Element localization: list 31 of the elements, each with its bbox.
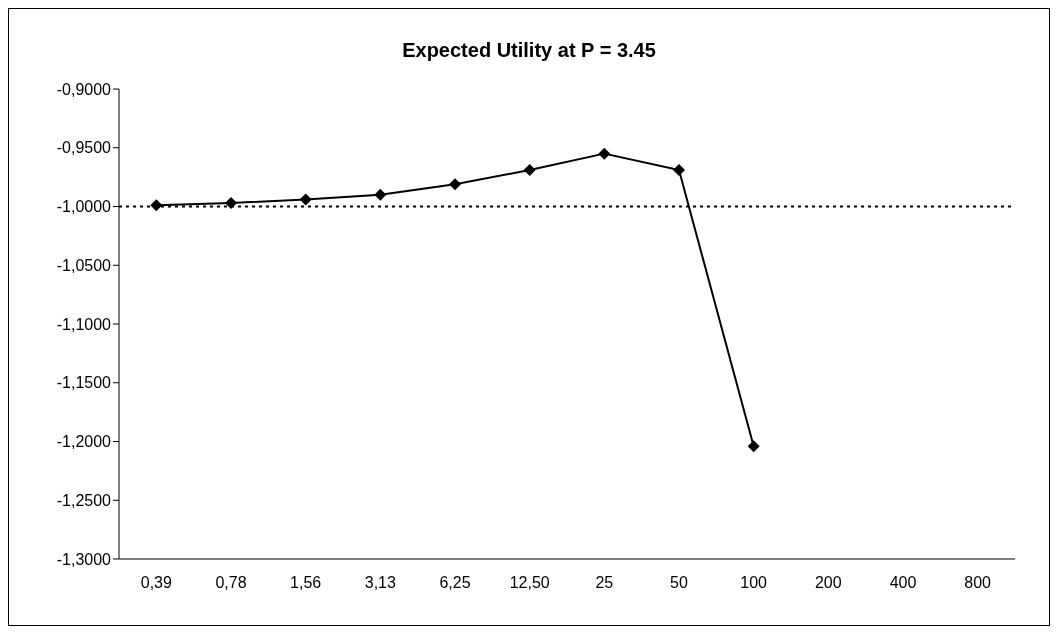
y-tick-label: -0,9000 bbox=[56, 80, 112, 98]
point bbox=[598, 147, 611, 160]
point bbox=[523, 164, 536, 177]
chart-title: Expected Utility at P = 3.45 bbox=[401, 38, 657, 63]
x-tick-label: 0,39 bbox=[140, 574, 173, 592]
x-tick-label: 100 bbox=[740, 574, 768, 592]
y-tick-label: -1,3000 bbox=[56, 550, 112, 568]
y-tick-label: -1,2500 bbox=[56, 491, 112, 509]
x-tick-label: 3,13 bbox=[364, 574, 397, 592]
point bbox=[449, 178, 461, 191]
y-tick-label: -1,1500 bbox=[56, 374, 112, 392]
y-tick-label: -0,9500 bbox=[56, 139, 112, 157]
y-tick-label: -1,0000 bbox=[56, 198, 112, 216]
y-tick-label: -1,1000 bbox=[56, 315, 112, 333]
x-tick-label: 400 bbox=[889, 574, 917, 592]
point bbox=[673, 164, 685, 177]
point bbox=[150, 199, 163, 212]
y-tick-label: -1,0500 bbox=[56, 256, 112, 274]
x-tick-label: 1,56 bbox=[290, 574, 322, 592]
x-tick-label: 800 bbox=[964, 574, 992, 592]
point bbox=[747, 440, 760, 453]
x-tick-label: 6,25 bbox=[439, 574, 471, 592]
point bbox=[374, 188, 387, 201]
x-tick-label: 200 bbox=[814, 574, 842, 592]
x-tick-label: 12,50 bbox=[509, 574, 550, 592]
y-tick-label: -1,2000 bbox=[56, 433, 112, 451]
x-tick-label: 0,78 bbox=[215, 574, 247, 592]
point bbox=[225, 196, 237, 209]
x-tick-label: 25 bbox=[595, 574, 614, 592]
x-tick-label: 50 bbox=[670, 574, 688, 592]
point bbox=[299, 193, 312, 206]
